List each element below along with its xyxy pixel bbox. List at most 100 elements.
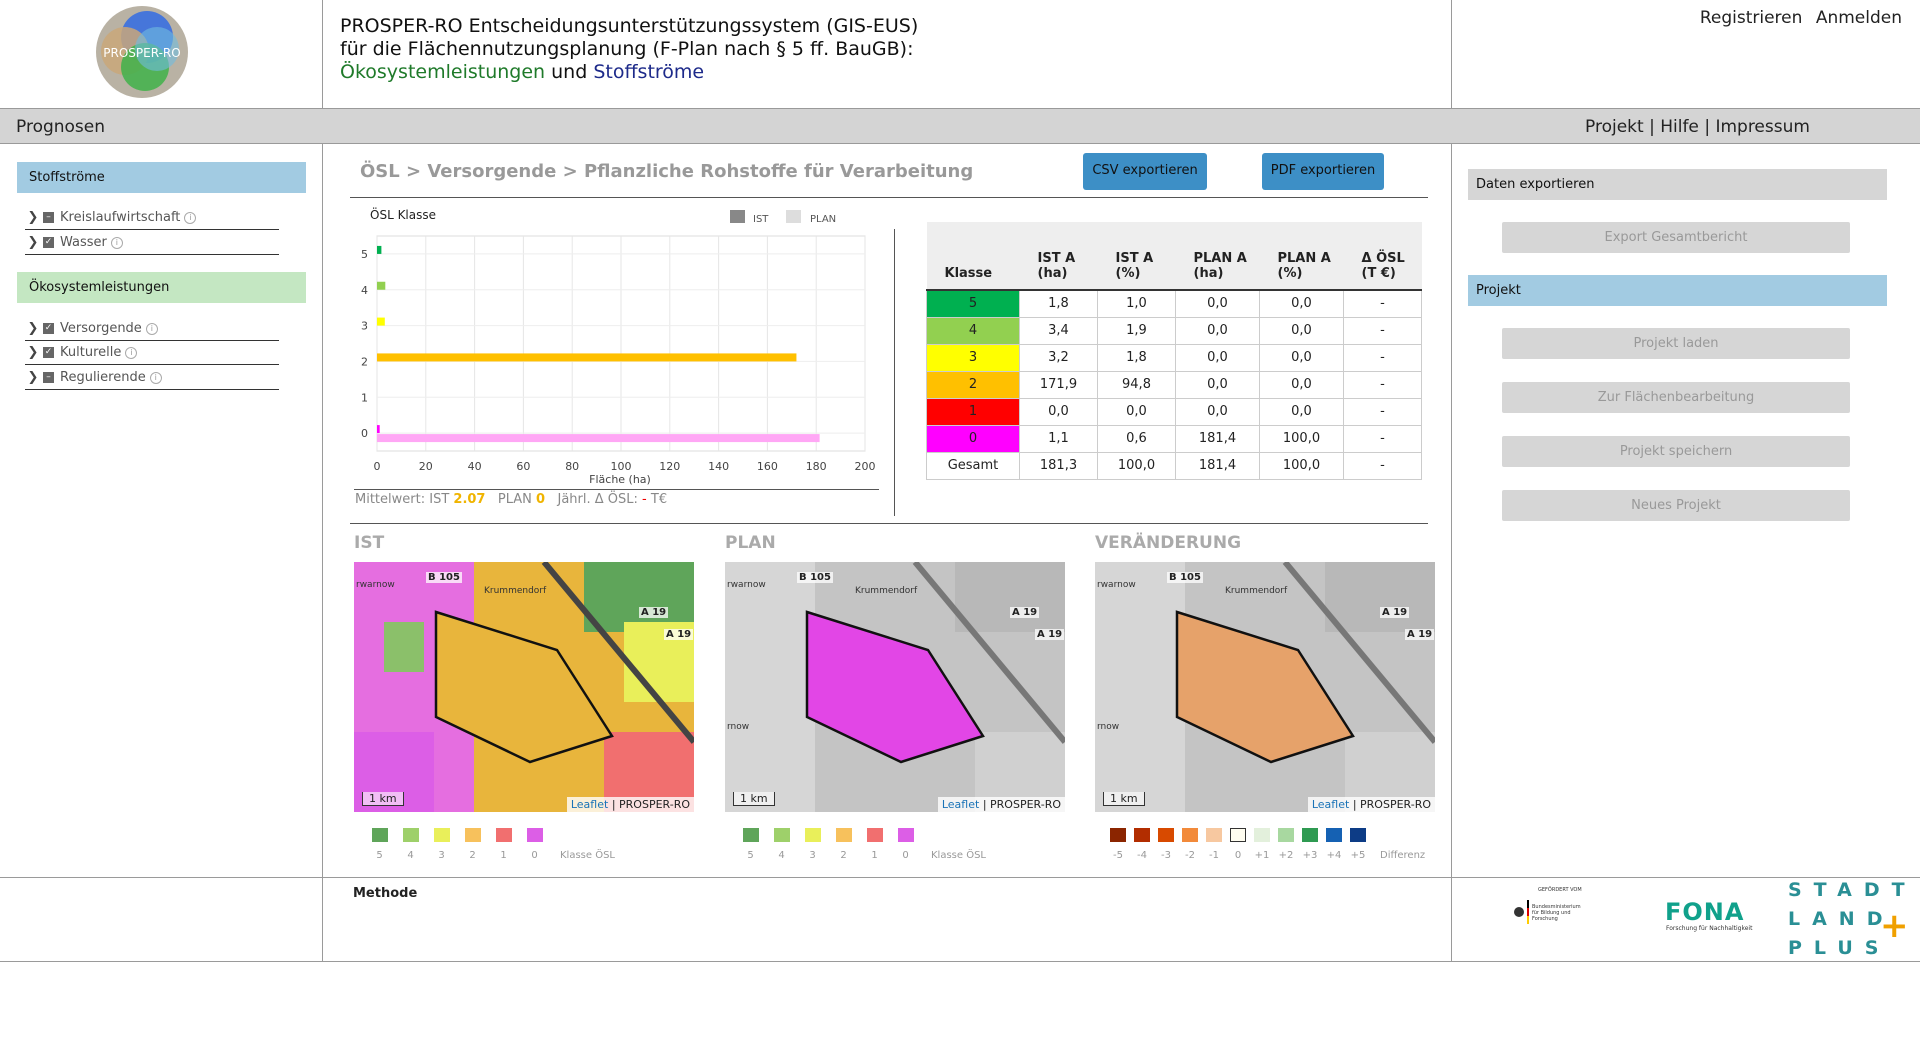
- nav-prognosen[interactable]: Prognosen: [16, 117, 106, 137]
- legend-plan: [743, 828, 929, 842]
- map-plan-canvas[interactable]: [725, 562, 1065, 812]
- chart-legend: IST PLAN: [730, 210, 836, 225]
- checkbox-checked-icon[interactable]: ✓: [43, 237, 54, 248]
- export-report-button[interactable]: Export Gesamtbericht: [1502, 222, 1850, 253]
- nav-hilfe[interactable]: Hilfe: [1660, 117, 1699, 137]
- nav-impressum[interactable]: Impressum: [1715, 117, 1810, 137]
- map-change-canvas[interactable]: [1095, 562, 1435, 812]
- attr-source: PROSPER-RO: [990, 798, 1061, 811]
- leaflet-link[interactable]: Leaflet: [570, 798, 609, 811]
- attr-sep: |: [1352, 798, 1357, 811]
- map-attribution: Leaflet | PROSPER-RO: [937, 797, 1065, 812]
- chart-x-ticks: 0 20 40 60 80 100 120 140 160 180 200: [374, 460, 876, 473]
- table-row: Gesamt 181,3 100,0 181,4 100,0-: [926, 451, 1422, 480]
- nav-projekt[interactable]: Projekt: [1585, 117, 1644, 137]
- login-link[interactable]: Anmelden: [1815, 8, 1902, 28]
- csv-export-button[interactable]: CSV exportieren: [1083, 153, 1207, 190]
- project-area-polygon[interactable]: [434, 610, 614, 764]
- table-cell: 181,4: [1175, 424, 1260, 453]
- info-icon[interactable]: i: [145, 322, 158, 335]
- road-label-a19: A 19: [664, 629, 694, 640]
- oesl-label: 4: [407, 850, 414, 861]
- chevron-right-icon[interactable]: ❯: [27, 345, 39, 360]
- bar-ist: [377, 245, 382, 254]
- oesl-swatch: [434, 828, 450, 842]
- map-scale: 1 km: [733, 792, 775, 806]
- map-ist[interactable]: B 105 A 19 A 19 Krummendorf rwarnow 1 km…: [354, 562, 694, 812]
- tree-item-versorgende[interactable]: ❯ ✓ Versorgende i: [25, 317, 279, 341]
- ist-label: IST: [429, 492, 450, 507]
- plan-mean-value: 0: [536, 492, 546, 507]
- project-area-polygon[interactable]: [1175, 610, 1355, 764]
- tree-item-regulierende[interactable]: ❯ – Regulierende i: [25, 366, 279, 390]
- oesl-swatch: [867, 828, 883, 842]
- bar-ist: [377, 425, 380, 434]
- oesl-swatch: [898, 828, 914, 842]
- bmbf-text: Bundesministerium für Bildung und Forsch…: [1532, 904, 1581, 922]
- tree-item-kulturelle[interactable]: ❯ ✓ Kulturelle i: [25, 341, 279, 365]
- map-title-ist: IST: [354, 533, 385, 553]
- y-tick-label: 1: [361, 391, 368, 404]
- checkbox-partial-icon[interactable]: –: [43, 372, 54, 383]
- chevron-right-icon[interactable]: ❯: [27, 210, 39, 225]
- table-cell: 100,0: [1259, 451, 1344, 480]
- map-plan[interactable]: B 105 A 19 A 19 Krummendorf rwarnow rnow…: [725, 562, 1065, 812]
- table-cell: 181,3: [1019, 451, 1098, 480]
- tree-item-kreislaufwirtschaft[interactable]: ❯ – Kreislaufwirtschaft i: [25, 206, 279, 230]
- checkbox-checked-icon[interactable]: ✓: [43, 347, 54, 358]
- pdf-export-button[interactable]: PDF exportieren: [1262, 153, 1384, 190]
- section-oekosystemleistungen[interactable]: Ökosystemleistungen: [17, 272, 306, 303]
- chevron-right-icon[interactable]: ❯: [27, 321, 39, 336]
- delta-label: Jährl. Δ ÖSL:: [557, 492, 638, 507]
- attr-sep: |: [982, 798, 987, 811]
- prosper-ro-logo[interactable]: PROSPER-RO: [95, 5, 189, 99]
- header-klasse: Klasse: [926, 222, 1020, 291]
- tree-item-wasser[interactable]: ❯ ✓ Wasser i: [25, 231, 279, 255]
- save-project-button[interactable]: Projekt speichern: [1502, 436, 1850, 467]
- leaflet-link[interactable]: Leaflet: [1311, 798, 1350, 811]
- table-cell: -: [1343, 424, 1422, 453]
- chevron-right-icon[interactable]: ❯: [27, 370, 39, 385]
- map-change[interactable]: B 105 A 19 A 19 Krummendorf rwarnow rnow…: [1095, 562, 1435, 812]
- oesl-label: 2: [469, 850, 476, 861]
- table-row: 0 1,1 0,6 181,4 100,0-: [926, 424, 1422, 453]
- table-cell-klasse: 4: [926, 316, 1020, 345]
- divider-maps-top: [350, 523, 1428, 524]
- table-cell-klasse: Gesamt: [926, 451, 1020, 480]
- table-cell: -: [1343, 343, 1422, 372]
- diff-swatch: [1278, 828, 1294, 842]
- stadt-land-plus-logo: STADT LAND PLUS: [1788, 876, 1917, 963]
- table-cell: 100,0: [1259, 424, 1344, 453]
- new-project-button[interactable]: Neues Projekt: [1502, 490, 1850, 521]
- table-cell: -: [1343, 316, 1422, 345]
- oesl-label: 1: [500, 850, 507, 861]
- chevron-right-icon[interactable]: ❯: [27, 235, 39, 250]
- checkbox-partial-icon[interactable]: –: [43, 212, 54, 223]
- area-edit-button[interactable]: Zur Flächenbearbeitung: [1502, 382, 1850, 413]
- oesl-table: Klasse IST A (ha) IST A (%) PLAN A (ha) …: [926, 222, 1422, 480]
- attr-sep: |: [611, 798, 616, 811]
- oesl-swatch: [403, 828, 419, 842]
- title-line-2: für die Flächennutzungsplanung (F-Plan n…: [340, 38, 914, 60]
- diff-label: 0: [1234, 850, 1242, 861]
- y-tick-label: 4: [361, 284, 368, 297]
- oesl-label: 2: [840, 850, 847, 861]
- leaflet-link[interactable]: Leaflet: [941, 798, 980, 811]
- diff-label: -3: [1161, 850, 1171, 861]
- info-icon[interactable]: i: [125, 346, 138, 359]
- info-icon[interactable]: i: [149, 371, 162, 384]
- table-row: 1 0,0 0,0 0,0 0,0-: [926, 397, 1422, 426]
- project-area-polygon[interactable]: [805, 610, 985, 764]
- info-icon[interactable]: i: [110, 236, 123, 249]
- load-project-button[interactable]: Projekt laden: [1502, 328, 1850, 359]
- diff-swatch: [1254, 828, 1270, 842]
- map-ist-canvas[interactable]: [354, 562, 694, 812]
- methode-link[interactable]: Methode: [353, 886, 418, 901]
- legend-ist-labels: 5 4 3 2 1 0 Klasse ÖSL: [364, 850, 615, 861]
- table-row: 5 1,8 1,0 0,0 0,0-: [926, 289, 1422, 318]
- checkbox-checked-icon[interactable]: ✓: [43, 323, 54, 334]
- section-stoffstroeme[interactable]: Stoffströme: [17, 162, 306, 193]
- info-icon[interactable]: i: [184, 211, 197, 224]
- register-link[interactable]: Registrieren: [1699, 8, 1803, 28]
- tree-item-label: Regulierende: [60, 370, 146, 385]
